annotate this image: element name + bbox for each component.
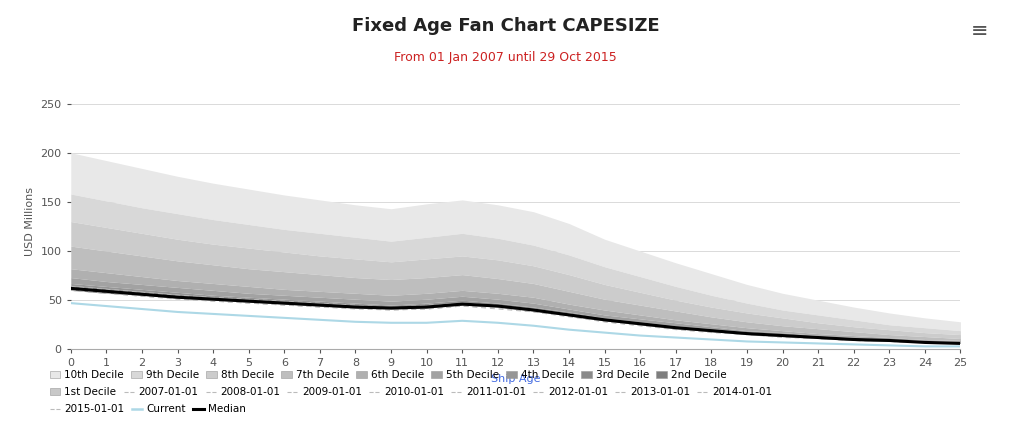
Legend: 10th Decile, 9th Decile, 8th Decile, 7th Decile, 6th Decile, 5th Decile, 4th Dec: 10th Decile, 9th Decile, 8th Decile, 7th… bbox=[45, 366, 731, 385]
Y-axis label: USD Millions: USD Millions bbox=[25, 187, 35, 256]
Legend: 2015-01-01, Current, Median: 2015-01-01, Current, Median bbox=[45, 400, 250, 419]
X-axis label: Ship Age: Ship Age bbox=[491, 374, 540, 384]
Text: ≡: ≡ bbox=[972, 21, 989, 41]
Legend: 1st Decile, 2007-01-01, 2008-01-01, 2009-01-01, 2010-01-01, 2011-01-01, 2012-01-: 1st Decile, 2007-01-01, 2008-01-01, 2009… bbox=[45, 383, 776, 402]
Text: From 01 Jan 2007 until 29 Oct 2015: From 01 Jan 2007 until 29 Oct 2015 bbox=[394, 51, 617, 64]
Text: Fixed Age Fan Chart CAPESIZE: Fixed Age Fan Chart CAPESIZE bbox=[352, 17, 659, 35]
